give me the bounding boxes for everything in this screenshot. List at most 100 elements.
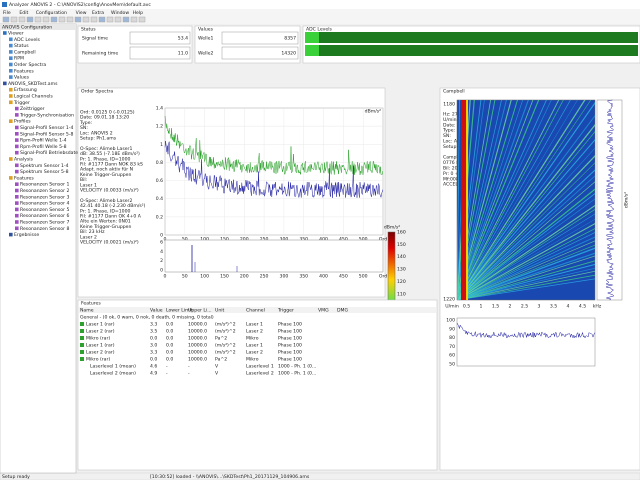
tree-icon [15,169,19,174]
tree-icon [15,150,19,155]
tree-icon [15,213,19,218]
tree-item: Resonanzen Sensor 3 [20,194,69,200]
toolbar-button[interactable] [42,16,50,23]
tree-icon [15,195,19,199]
x-tick-label: 450 [339,237,348,243]
tree-icon [15,132,19,136]
spectrum-info: O-Spec: Alimeb Laser1 [80,146,132,152]
table-cell: 0.0 [166,322,173,328]
tree-icon [15,220,19,224]
table-cell: Phase 100 [278,322,302,328]
status-value: 11.0 [178,51,188,57]
y-tick-label: 1 [160,142,163,148]
toolbar-button[interactable] [10,16,18,23]
table-cell: 10000.0 [188,343,207,349]
tree-item: Resonanzen Sensor 5 [20,207,69,213]
table-cell: 0.0 [166,357,173,363]
table-cell: Laserlevel 1 [246,364,274,370]
tree-icon [9,94,13,98]
ray [457,274,595,300]
menu-item: Help [133,10,144,16]
spectrum-info: Pr: 1. Phase, ID=1000 [80,156,130,162]
x-tick-label: 1.5 [492,304,499,310]
campbell-info: Mf:008 [443,176,459,182]
toolbar-button[interactable] [74,16,82,23]
toolbar-button[interactable] [34,16,42,23]
status-label: Remaining time [82,51,118,57]
table-cell: Phase 100 [278,329,302,335]
tree-item: RPM [14,56,24,62]
tree-item: Resonanzen Sensor 7 [20,220,69,226]
toolbar-button[interactable] [114,16,122,23]
menu-item: Extra [92,10,104,16]
toolbar-button[interactable] [130,16,138,23]
value-box [221,46,299,60]
tree-header: ANOVIS Configuration [2,25,52,31]
value-box [129,31,191,45]
column-header: Lower Limit [166,308,193,314]
y-tick-label: 1180 [443,102,455,108]
ray [457,100,529,300]
toolbar-button[interactable] [50,16,58,23]
campbell-info: SN: [443,133,451,139]
toolbar-button[interactable] [138,16,146,23]
value-number: 8357 [284,36,296,42]
tree-item: Profiles [14,119,31,125]
spectrum-line [164,115,384,176]
spectrum-info: Keine Trigger-Gruppen [80,172,131,178]
x-tick-label: 500 [359,274,368,280]
table-cell: 3.3 [150,350,157,356]
tree-icon [3,81,7,86]
y-tick-label: 0 [160,268,163,274]
column-header: Trigger [277,308,294,314]
table-cell: 0.0 [166,343,173,349]
toolbar-button[interactable] [122,16,130,23]
table-cell: (m/s²)^2 [215,343,236,349]
tree-icon [9,119,13,123]
column-header: Value [150,308,163,314]
toolbar-button[interactable] [2,16,10,23]
ray [457,236,595,300]
spectrum-info: SN: [80,125,88,131]
value-label: Welle1 [198,36,213,42]
ray [457,147,595,300]
campbell-strip-edge [466,100,468,300]
table-cell: (m/s²)^2 [215,329,236,335]
toolbar-button[interactable] [98,16,106,23]
toolbar-button[interactable] [106,16,114,23]
side-line [605,99,615,301]
table-cell: Pa^2 [215,357,227,363]
ray [457,100,523,300]
ray [457,175,595,300]
ray [457,188,595,300]
tree-icon [15,144,19,149]
status-value: 53.4 [178,36,188,42]
y-tick-label: 1220 [443,297,455,303]
y-tick-label: 70 [449,344,455,350]
x-tick-label: 2.5 [521,304,528,310]
toolbar-button[interactable] [18,16,26,23]
x-tick-label: 4.5 [579,304,586,310]
toolbar-button[interactable] [90,16,98,23]
tree-item: Signal-Profil Sensor 1-4 [20,125,73,131]
toolbar-button[interactable] [26,16,34,23]
y-tick-label: 4 [160,249,163,255]
x-tick-label: 300 [280,274,289,280]
lower-plot [164,239,384,273]
panel-title: ADC Levels [306,27,332,33]
x-tick-label: 3 [538,304,541,310]
table-cell: (m/s²)^2 [215,350,236,356]
toolbar-button[interactable] [66,16,74,23]
tree-item: ADC Levels [14,37,40,43]
table-cell: 4.9 [150,371,157,377]
toolbar-button[interactable] [82,16,90,23]
y-tick-label: 50 [449,362,455,368]
status-icon [80,336,84,340]
tree-item: Campbell [14,49,36,55]
spectrum-info: Type: [79,120,93,126]
panel-title: Status [81,27,96,33]
ray [457,181,595,300]
ray [457,193,595,300]
tree-icon [9,232,13,237]
toolbar-button[interactable] [58,16,66,23]
